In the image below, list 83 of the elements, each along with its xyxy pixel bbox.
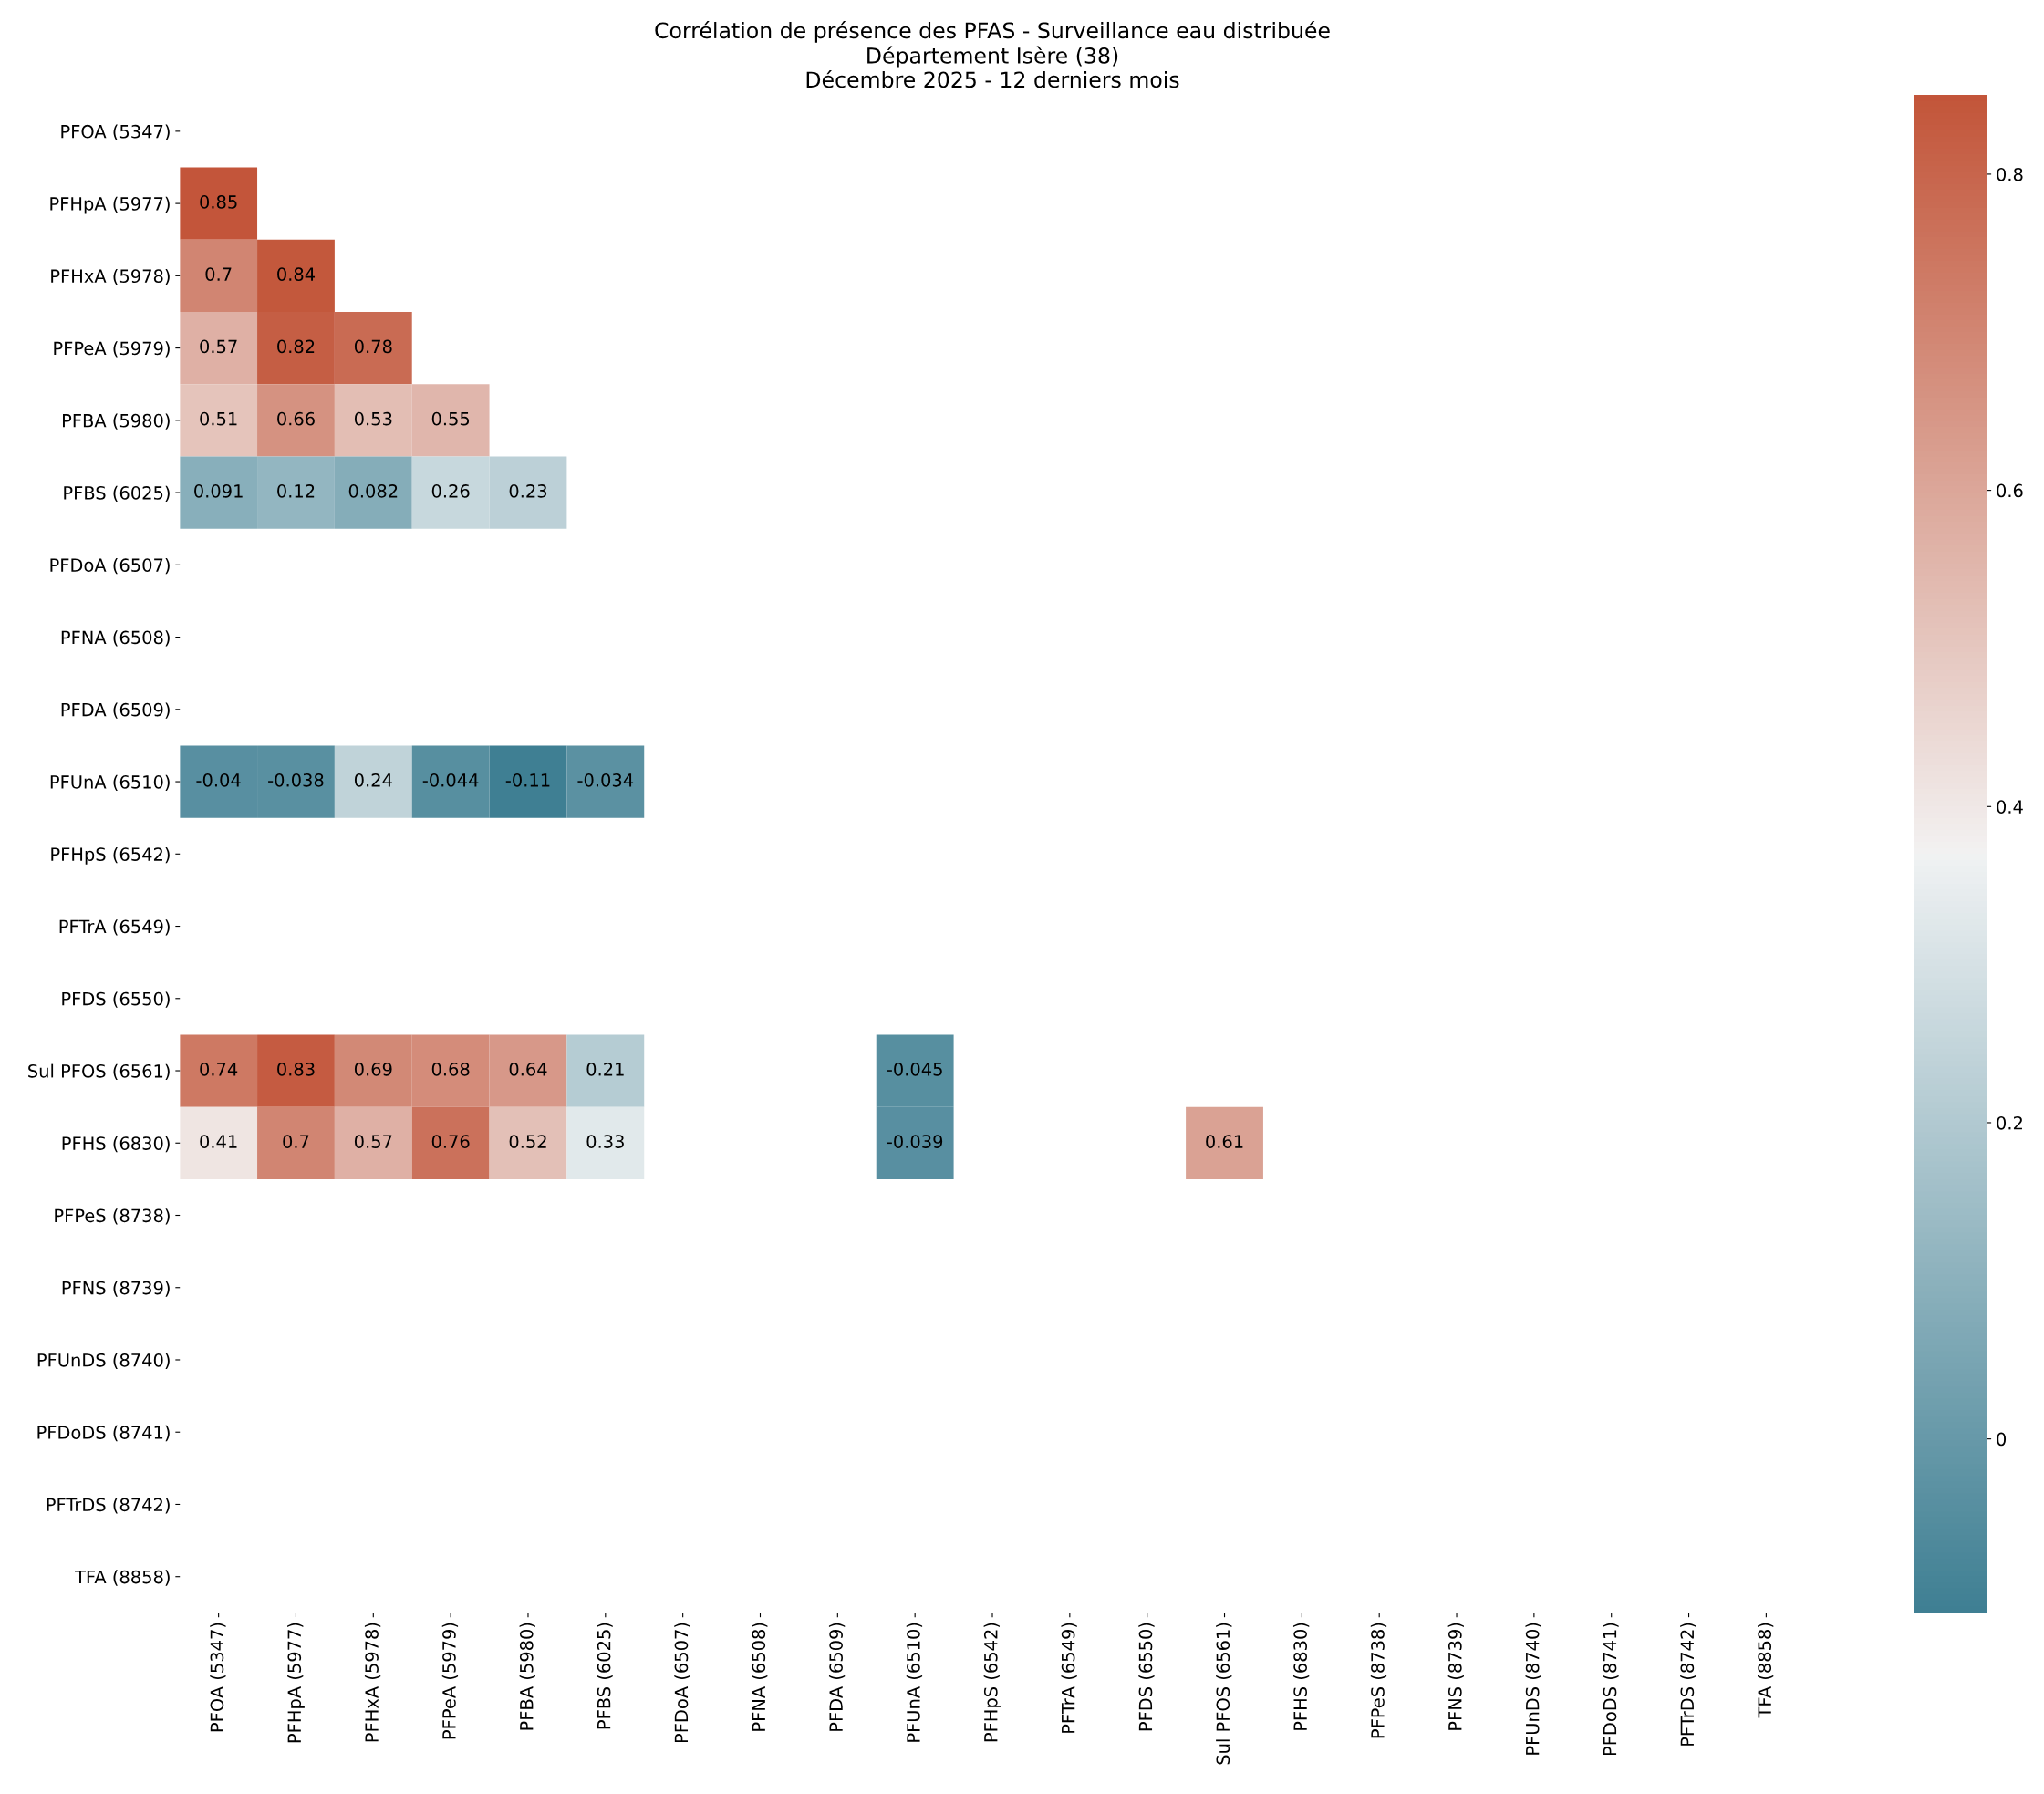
y-tick-label: PFTrDS (8742) xyxy=(47,1498,170,1514)
x-tick-label: PFBA (5980) xyxy=(519,1623,535,1730)
y-tick-label: PFHpA (5977) xyxy=(50,196,170,214)
color-bar-label: 0.6 xyxy=(1997,483,2023,498)
data-label: 0.76 xyxy=(431,1135,470,1148)
color-bar-label: 0 xyxy=(1997,1432,2007,1447)
x-tick-label: PFDS (6550) xyxy=(1138,1623,1155,1731)
data-label: 0.53 xyxy=(354,411,392,426)
y-tick-label: PFDA (6509) xyxy=(61,702,170,719)
x-tick-label: PFHxA (5978) xyxy=(364,1623,381,1742)
color-bar-label: 0.8 xyxy=(1997,167,2023,181)
y-tick-label: PFOA (5347) xyxy=(61,124,170,140)
data-label: 0.82 xyxy=(277,339,315,354)
data-label: 0.66 xyxy=(277,411,315,426)
data-label: 0.64 xyxy=(509,1062,547,1076)
data-label: 0.52 xyxy=(509,1135,546,1148)
y-tick-label: PFHpS (6542) xyxy=(51,846,170,865)
x-tick-label: PFHpS (6542) xyxy=(983,1623,1001,1742)
x-tick-label: Sul PFOS (6561) xyxy=(1216,1623,1232,1765)
data-label: 0.84 xyxy=(277,267,316,281)
data-label: -0.034 xyxy=(577,773,634,787)
y-tick-label: PFHS (6830) xyxy=(62,1136,170,1153)
data-label: 0.091 xyxy=(194,484,243,498)
data-label: 0.55 xyxy=(431,411,470,426)
data-label: -0.045 xyxy=(887,1062,942,1076)
data-label: 0.082 xyxy=(348,484,398,498)
data-label: 0.61 xyxy=(1206,1135,1243,1148)
y-tick-label: PFPeA (5979) xyxy=(54,341,170,358)
x-tick-label: PFUnA (6510) xyxy=(906,1623,923,1742)
x-tick-label: PFTrDS (8742) xyxy=(1680,1623,1696,1746)
data-label: -0.11 xyxy=(505,773,550,787)
y-tick-label: PFDS (6550) xyxy=(62,991,170,1008)
x-tick-label: PFHS (6830) xyxy=(1292,1623,1310,1730)
y-tick-label: PFNS (8739) xyxy=(62,1281,170,1297)
y-tick-label: TFA (8858) xyxy=(75,1570,170,1586)
data-label: 0.24 xyxy=(354,773,392,787)
chart-title: Corrélation de présence des PFAS - Surveillance eau distribuée Département Isère (38) Décembre 2025 - 12 derniers mois xyxy=(655,21,1330,88)
data-label: -0.04 xyxy=(196,773,241,787)
y-tick-label: PFBA (5980) xyxy=(63,413,170,430)
data-label: 0.78 xyxy=(354,339,392,354)
data-label: 0.33 xyxy=(586,1135,624,1148)
x-tick-label: PFHpA (5977) xyxy=(287,1623,305,1743)
y-tick-label: PFDoDS (8741) xyxy=(37,1425,170,1442)
x-tick-label: PFDoA (6507) xyxy=(674,1623,690,1743)
data-label: 0.41 xyxy=(200,1135,237,1148)
data-label: 0.7 xyxy=(283,1135,309,1148)
data-label: 0.57 xyxy=(200,339,237,354)
data-label: -0.044 xyxy=(422,773,479,787)
x-tick-label: PFDA (6509) xyxy=(828,1623,846,1731)
color-bar-label: 0.4 xyxy=(1997,800,2023,814)
data-label: 0.23 xyxy=(509,484,547,498)
color-bar-label: 0.2 xyxy=(1997,1115,2022,1130)
y-tick-label: PFHxA (5978) xyxy=(51,268,170,285)
x-tick-label: PFPeA (5979) xyxy=(441,1623,459,1739)
x-tick-label: TFA (8858) xyxy=(1758,1623,1774,1718)
y-tick-label: PFDoA (6507) xyxy=(50,557,170,575)
y-tick-label: PFNA (6508) xyxy=(61,630,170,647)
data-label: 0.12 xyxy=(277,484,315,498)
data-label: 0.74 xyxy=(200,1062,238,1076)
data-label: 0.7 xyxy=(205,267,232,281)
data-label: 0.26 xyxy=(431,484,470,498)
y-tick-label: PFTrA (6549) xyxy=(59,919,170,936)
data-label: 0.51 xyxy=(200,411,237,426)
x-tick-label: PFUnDS (8740) xyxy=(1525,1623,1541,1755)
data-label: -0.038 xyxy=(268,773,324,787)
data-label: 0.68 xyxy=(431,1062,470,1076)
y-tick-label: PFUnA (6510) xyxy=(50,774,170,791)
data-label: 0.57 xyxy=(354,1135,392,1148)
data-label: -0.039 xyxy=(887,1135,943,1148)
x-tick-label: PFNS (8739) xyxy=(1447,1623,1464,1730)
data-label: 0.83 xyxy=(277,1062,315,1076)
data-label: 0.69 xyxy=(354,1062,392,1076)
data-label: 0.85 xyxy=(200,195,237,209)
y-tick-label: PFUnDS (8740) xyxy=(37,1353,170,1369)
y-tick-label: PFPeS (8738) xyxy=(55,1208,170,1225)
y-tick-label: PFBS (6025) xyxy=(64,485,170,503)
x-tick-label: PFNA (6508) xyxy=(752,1623,768,1731)
x-tick-label: PFDoDS (8741) xyxy=(1603,1623,1619,1756)
data-label: 0.21 xyxy=(586,1062,624,1076)
y-tick-label: Sul PFOS (6561) xyxy=(28,1063,170,1080)
x-tick-label: PFTrA (6549) xyxy=(1061,1623,1077,1733)
x-tick-label: PFBS (6025) xyxy=(597,1623,613,1729)
x-tick-label: PFPeS (8738) xyxy=(1370,1623,1387,1738)
